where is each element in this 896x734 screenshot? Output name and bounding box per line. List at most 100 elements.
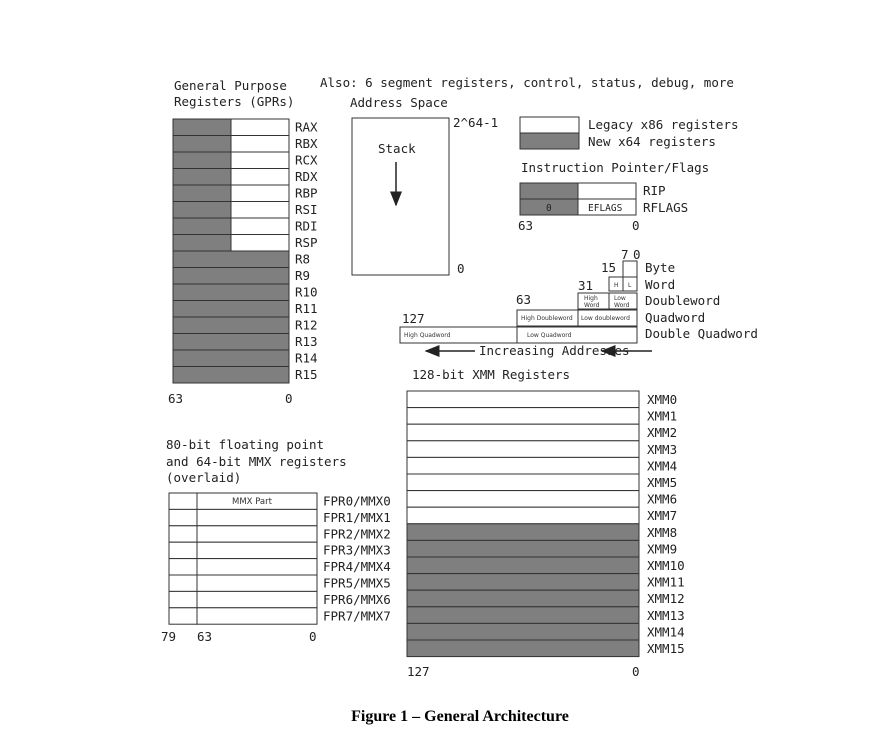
ip-bit-low: 0 (632, 218, 640, 233)
fpu-label: FPR3/MMX3 (323, 543, 391, 558)
gpr-bit-low: 0 (285, 391, 293, 406)
xmm-label: XMM15 (647, 641, 685, 656)
xmm-label: XMM5 (647, 475, 677, 490)
gpr-upper-half (172, 168, 232, 186)
xmm-row (406, 456, 640, 475)
fpu-exponent-cell (168, 508, 198, 527)
gpr-lower-half (230, 217, 290, 235)
qword-low-dword-cell (577, 309, 638, 327)
gpr-title-line2: Registers (GPRs) (174, 94, 294, 109)
stack-label: Stack (378, 141, 416, 156)
fpu-mantissa-cell (196, 508, 318, 527)
rip-low-cell (577, 182, 637, 200)
fpu-bit-79: 79 (161, 629, 176, 644)
gpr-label: RSP (295, 235, 318, 250)
xmm-label: XMM2 (647, 425, 677, 440)
low-word-text-2: Word (614, 302, 630, 309)
fpu-exponent-cell (168, 492, 198, 510)
word-label: Word (645, 277, 675, 292)
high-word-text-2: Word (584, 302, 600, 309)
gpr-lower-half (230, 168, 290, 186)
xmm-label: XMM12 (647, 591, 685, 606)
byte-cell (622, 260, 638, 278)
fpu-label: FPR7/MMX7 (323, 608, 391, 623)
fpu-label: FPR6/MMX6 (323, 592, 391, 607)
word-l-text: L (628, 282, 632, 289)
gpr-title-line1: General Purpose (174, 78, 287, 93)
high-word-text-1: High (584, 295, 598, 302)
fpu-exponent-cell (168, 525, 198, 543)
rflags-label: RFLAGS (643, 200, 688, 215)
word-low-byte-cell (622, 276, 638, 292)
fpu-mantissa-cell (196, 525, 318, 543)
gpr-full-row (172, 267, 290, 285)
xmm-row (406, 606, 640, 624)
xmm-row (406, 639, 640, 658)
gpr-label: R8 (295, 252, 310, 267)
xmm-row (406, 589, 640, 608)
gpr-upper-half (172, 217, 232, 235)
gpr-upper-half (172, 151, 232, 169)
legend-legacy-label: Legacy x86 registers (588, 117, 739, 132)
gpr-label: RDX (295, 169, 318, 184)
fpu-label: FPR0/MMX0 (323, 494, 391, 509)
xmm-row (406, 490, 640, 508)
gpr-label: R11 (295, 301, 318, 316)
fpu-bit-0: 0 (309, 629, 317, 644)
xmm-row (406, 622, 640, 641)
fpu-title-line3: (overlaid) (166, 470, 241, 485)
fpu-label: FPR4/MMX4 (323, 559, 391, 574)
xmm-label: XMM1 (647, 409, 677, 424)
fpu-label: FPR1/MMX1 (323, 510, 391, 525)
xmm-row (406, 539, 640, 558)
gpr-upper-half (172, 184, 232, 202)
high-dword-text: High Doubleword (521, 315, 573, 322)
gpr-label: RAX (295, 120, 318, 135)
low-qword-text: Low Quadword (527, 332, 572, 339)
gpr-label: R9 (295, 268, 310, 283)
rflags-zero-text: 0 (546, 203, 552, 214)
gpr-lower-half (230, 135, 290, 153)
gpr-upper-half (172, 234, 232, 252)
word-h-text: H (614, 282, 619, 289)
xmm-bit-high: 127 (407, 664, 430, 679)
gpr-label: R13 (295, 334, 318, 349)
xmm-row (406, 440, 640, 458)
xmm-label: XMM8 (647, 525, 677, 540)
dword-low-word-cell (608, 292, 638, 310)
bit-127-label: 127 (402, 311, 425, 326)
xmm-label: XMM0 (647, 392, 677, 407)
bit-63-label: 63 (516, 292, 531, 307)
gpr-label: R12 (295, 318, 318, 333)
gpr-label: RSI (295, 202, 318, 217)
xmm-row (406, 423, 640, 442)
legend-new-swatch (519, 132, 580, 150)
quadword-label: Quadword (645, 310, 705, 325)
xmm-row (406, 407, 640, 425)
gpr-label: R15 (295, 367, 318, 382)
xmm-label: XMM9 (647, 541, 677, 556)
ip-bit-high: 63 (518, 218, 533, 233)
gpr-full-row (172, 300, 290, 318)
gpr-full-row (172, 349, 290, 367)
xmm-label: XMM6 (647, 492, 677, 507)
xmm-row (406, 523, 640, 541)
fpu-exponent-cell (168, 558, 198, 576)
gpr-full-row (172, 333, 290, 351)
gpr-upper-half (172, 135, 232, 153)
xmm-row (406, 506, 640, 525)
xmm-row (406, 390, 640, 409)
xmm-bit-low: 0 (632, 664, 640, 679)
fpu-title-line1: 80-bit floating point (166, 437, 324, 452)
bit-0-label: 0 (633, 247, 641, 262)
legend-legacy-swatch (519, 116, 580, 134)
address-bottom-label: 0 (457, 261, 465, 276)
address-space-title: Address Space (350, 95, 448, 110)
xmm-row (406, 556, 640, 575)
xmm-label: XMM4 (647, 458, 677, 473)
rflags-low-cell (577, 198, 637, 216)
fpu-title-line2: and 64-bit MMX registers (166, 454, 347, 469)
